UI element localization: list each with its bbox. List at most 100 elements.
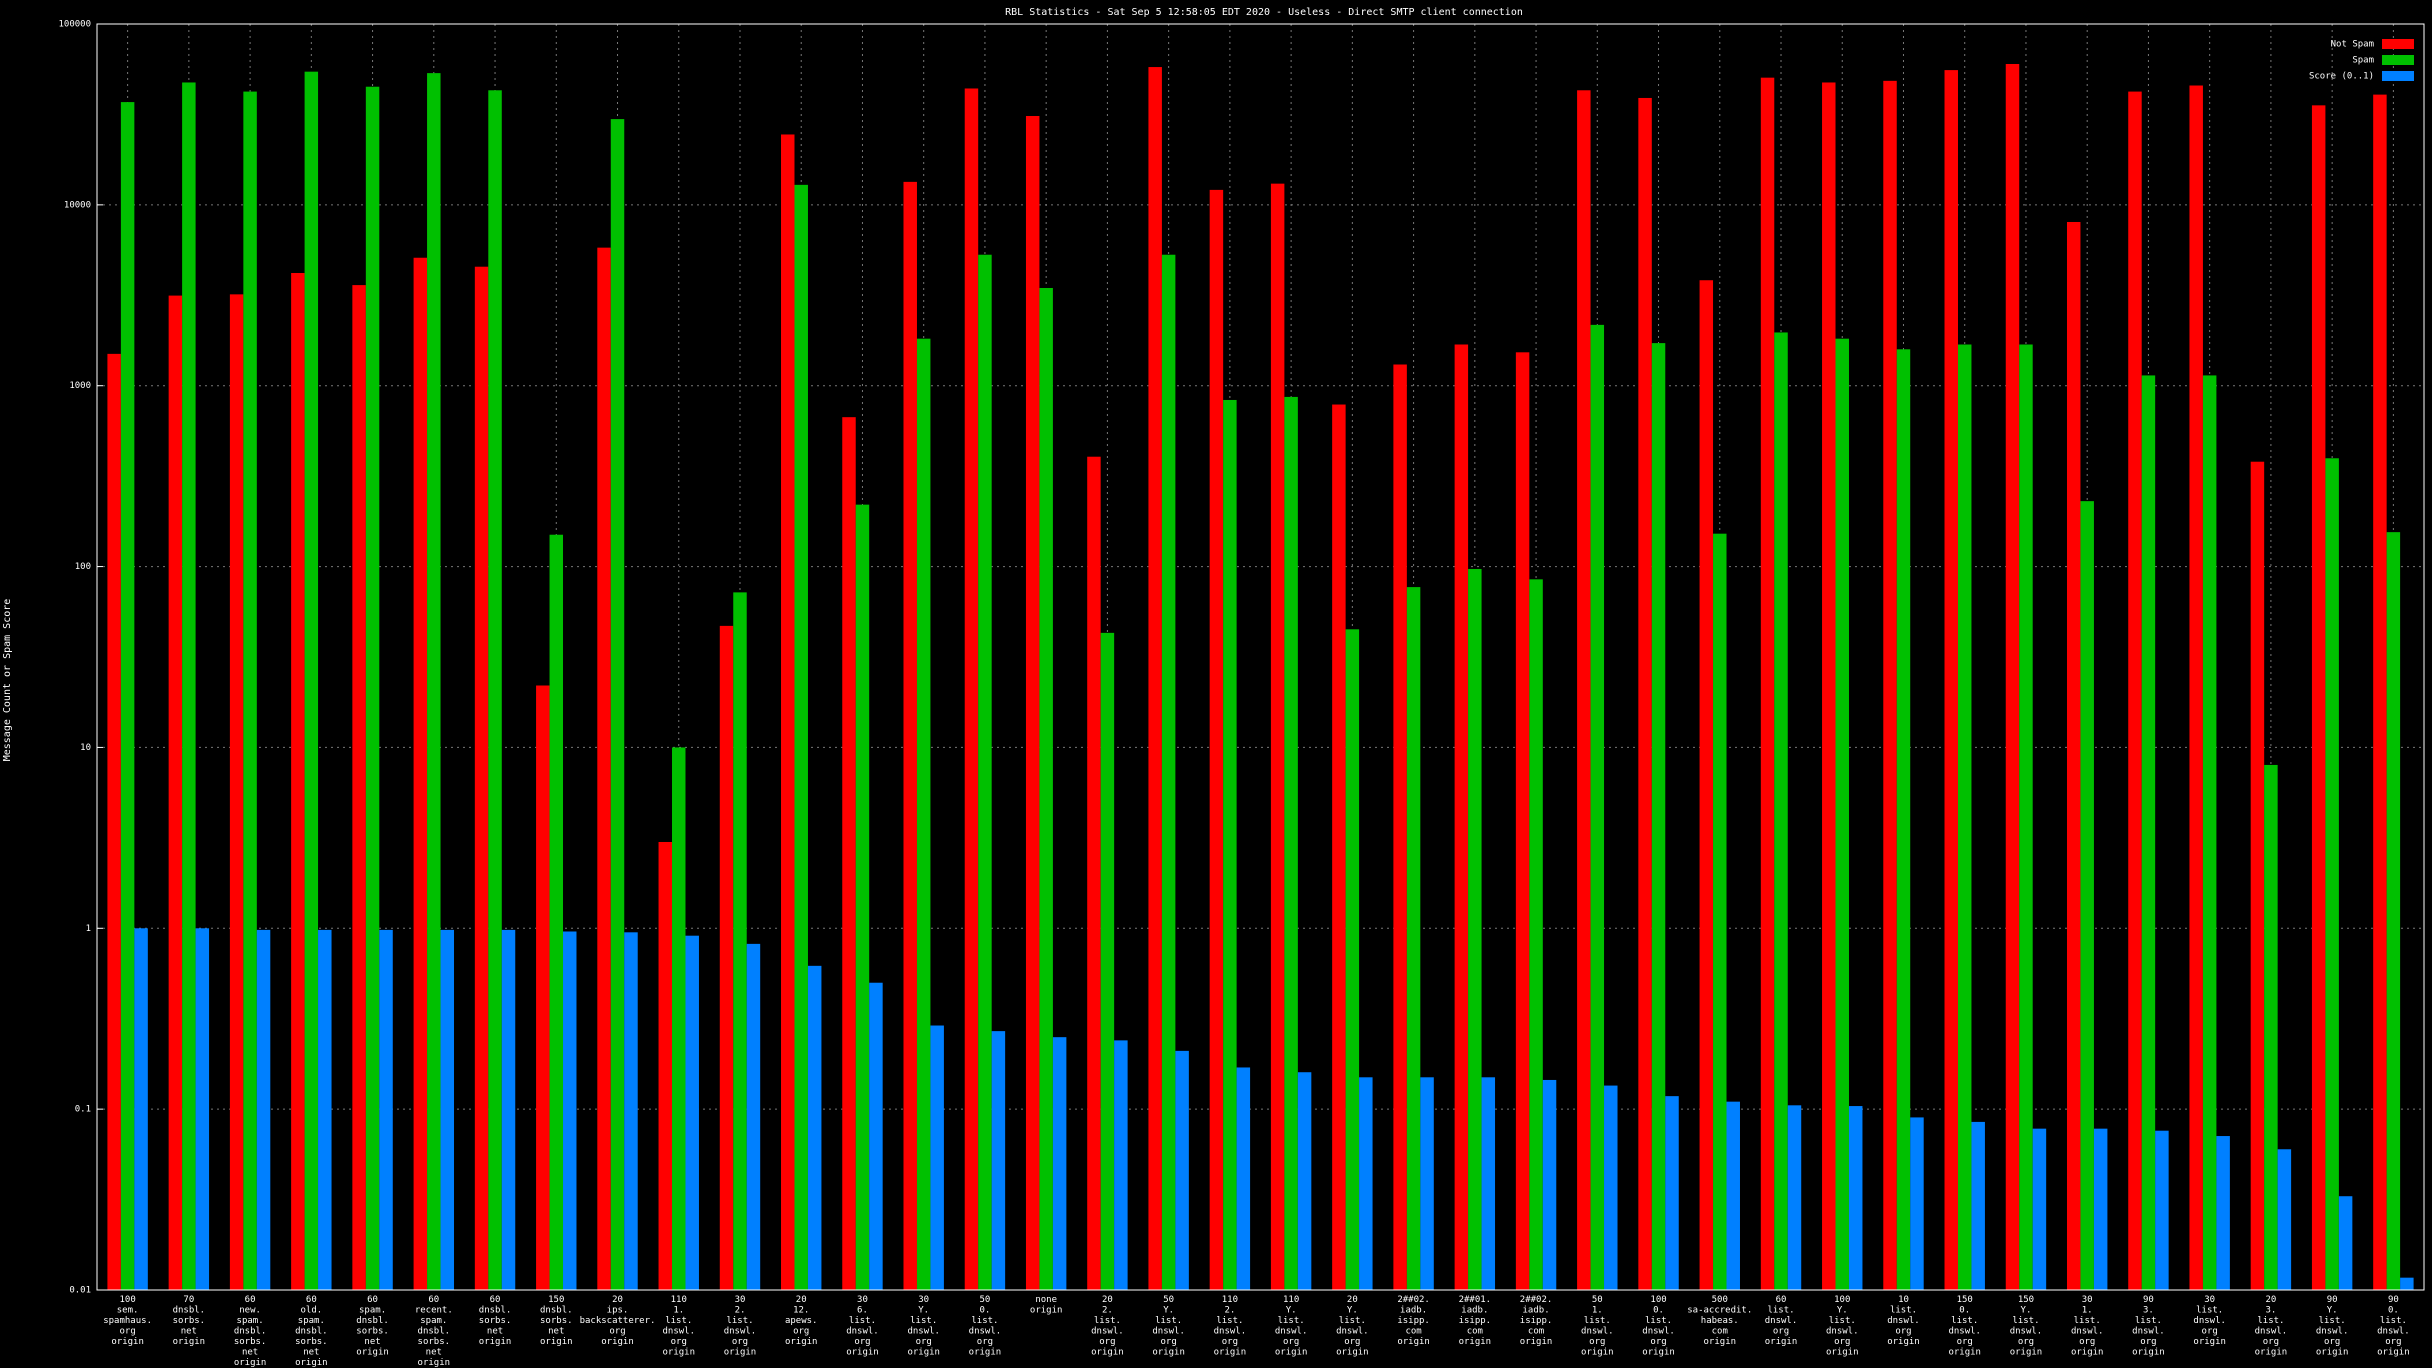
x-tick-label-line: list. [1278,1316,1305,1326]
x-tick-label-line: recent. [415,1306,453,1316]
x-tick-label: none origin [1030,1295,1063,1316]
x-tick-label: 30 2. list. dnswl. org origin [724,1295,757,1358]
x-tick-label-line: dnswl. [2316,1327,2349,1337]
x-tick-label-line: 50 [980,1295,991,1305]
bar [1542,1079,1557,1290]
x-tick-label: 20 2. list. dnswl. org origin [1091,1295,1124,1358]
bar [1787,1105,1802,1290]
bar [1209,189,1224,1291]
x-tick-label-line: org [1161,1337,1177,1347]
x-tick-label-line: backscatterer. [580,1316,656,1326]
bar [1726,1101,1740,1290]
x-tick-label-line: list. [1216,1316,1243,1326]
x-tick-label-line: org [1222,1337,1238,1347]
x-tick-label-line: org [609,1327,625,1337]
x-tick-label-line: origin [1275,1348,1308,1358]
x-tick-label-line: org [1589,1337,1605,1347]
x-tick-label-line: 60 [245,1295,256,1305]
bar [229,294,244,1290]
x-tick-label-line: list. [1339,1316,1366,1326]
x-tick-label: 20 Y. list. dnswl. org origin [1336,1295,1369,1358]
x-tick-label-line: org [119,1327,135,1337]
x-tick-label-line: 20 [1347,1295,1358,1305]
x-tick-label-line: 0. [1959,1306,1970,1316]
x-tick-label-line: sem. [117,1306,139,1316]
bar [1515,352,1530,1290]
bar [1835,338,1849,1290]
x-tick-label-line: dnswl. [2377,1327,2410,1337]
bar [536,685,550,1290]
x-tick-label: 20 12. apews. org origin [785,1295,818,1347]
x-tick-label-line: org [793,1327,809,1337]
x-tick-label-line: Y. [1347,1306,1358,1316]
bar [2093,1128,2108,1290]
bar [2264,764,2278,1290]
bar [978,254,992,1290]
x-tick-label: 30 Y. list. dnswl. org origin [907,1295,940,1358]
x-tick-label-line: com [1467,1327,1483,1337]
x-tick-label-line: dnswl. [846,1327,879,1337]
x-tick-label-line: dnswl. [1826,1327,1859,1337]
bar [672,747,686,1290]
x-tick-label-line: 110 [1222,1295,1238,1305]
x-tick-label-line: sorbs. [479,1316,512,1326]
bar [1699,280,1714,1290]
x-tick-label-line: origin [2010,1348,2043,1358]
bar [1910,1117,1924,1290]
x-tick-label-line: origin [601,1337,634,1347]
x-tick-label-line: dnswl. [1214,1327,1247,1337]
x-tick-label-line: 150 [1957,1295,1973,1305]
bar [1087,456,1101,1290]
bar [1148,67,1162,1291]
x-tick-label-line: none [1035,1295,1057,1305]
x-tick-label-line: isipp. [1397,1316,1430,1326]
y-tick-label: 0.1 [75,1105,91,1115]
x-tick-label-line: dnsbl. [418,1327,451,1337]
x-tick-label: 100 Y. list. dnswl. org origin [1826,1295,1859,1358]
bar [1665,1096,1679,1290]
x-tick-label: 30 list. dnswl. org origin [2193,1295,2226,1347]
bar [2032,1128,2047,1290]
x-tick-label-line: list. [1645,1316,1672,1326]
x-tick-label: 60 spam. dnsbl. sorbs. net origin [356,1295,389,1358]
x-tick-label-line: 60 [306,1295,317,1305]
bar [2216,1136,2230,1290]
x-tick-label-line: sorbs. [295,1337,328,1347]
bar [1420,1077,1434,1290]
x-tick-label-line: 50 [1592,1295,1603,1305]
x-tick-label: 2##02. iadb. isipp. com origin [1397,1295,1430,1347]
x-tick-label-line: list. [1584,1316,1611,1326]
bar [1577,90,1591,1291]
bar [563,931,577,1290]
x-tick-label-line: spamhaus. [103,1316,152,1326]
bar [1883,80,1897,1291]
x-tick-label-line: list. [2074,1316,2101,1326]
bar [781,134,795,1291]
bar [1971,1121,1985,1290]
x-tick-label-line: 30 [2204,1295,2215,1305]
x-tick-label-line: list. [1829,1316,1856,1326]
x-tick-label: 90 3. list. dnswl. org origin [2132,1295,2165,1358]
bar [1270,183,1285,1290]
x-tick-label: 150 Y. list. dnswl. org origin [2010,1295,2043,1358]
x-tick-label-line: 110 [1283,1295,1299,1305]
x-tick-label-line: org [2079,1337,2095,1347]
x-tick-label: 20 ips. backscatterer. org origin [580,1295,656,1347]
x-tick-label-line: 100 [1650,1295,1666,1305]
bar [1223,399,1237,1291]
x-tick-label: 500 sa-accredit. habeas. com origin [1687,1295,1752,1347]
y-tick-label: 100 [75,562,91,572]
legend-label: Spam [2352,56,2374,66]
bar [2311,105,2326,1291]
x-tick-label-line: 30 [918,1295,929,1305]
x-tick-label-line: spam. [420,1316,447,1326]
x-tick-label: 60 recent. spam. dnsbl. sorbs. net origin [415,1295,453,1368]
bar [964,88,979,1290]
bar [2005,63,2020,1290]
x-tick-label: 60 list. dnswl. org origin [1765,1295,1798,1347]
x-tick-label-line: net [242,1348,258,1358]
bar [1468,568,1482,1290]
bar [1393,364,1407,1290]
